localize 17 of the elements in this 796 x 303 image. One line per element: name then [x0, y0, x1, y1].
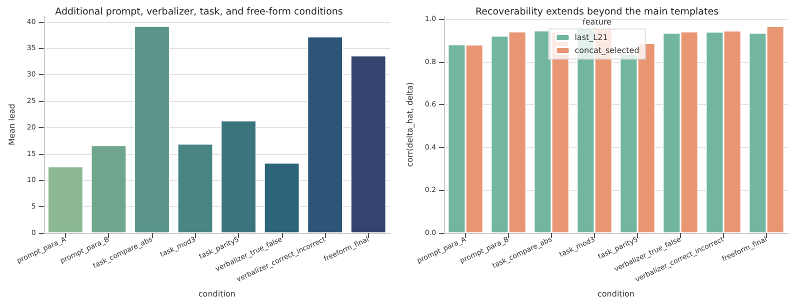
chart-title: Recoverability extends beyond the main templates [475, 6, 719, 18]
y-axis-title: corr(delta_hat, delta) [406, 82, 414, 167]
bar [178, 144, 214, 233]
bar [350, 56, 386, 233]
x-axis-title: condition [598, 290, 635, 298]
legend-title: feature [582, 18, 612, 26]
bar [220, 120, 256, 233]
y-axis-title: Mean lead [8, 104, 16, 146]
bar [48, 166, 84, 233]
chart-title: Additional prompt, verbalizer, task, and free-form conditions [55, 6, 343, 18]
bar [307, 36, 343, 233]
bar [90, 145, 126, 233]
legend-label: last_L21 [574, 33, 608, 42]
x-axis-title: condition [198, 290, 236, 298]
bar [264, 162, 300, 233]
legend-label: concat_selected [574, 46, 640, 55]
bar [134, 26, 170, 233]
